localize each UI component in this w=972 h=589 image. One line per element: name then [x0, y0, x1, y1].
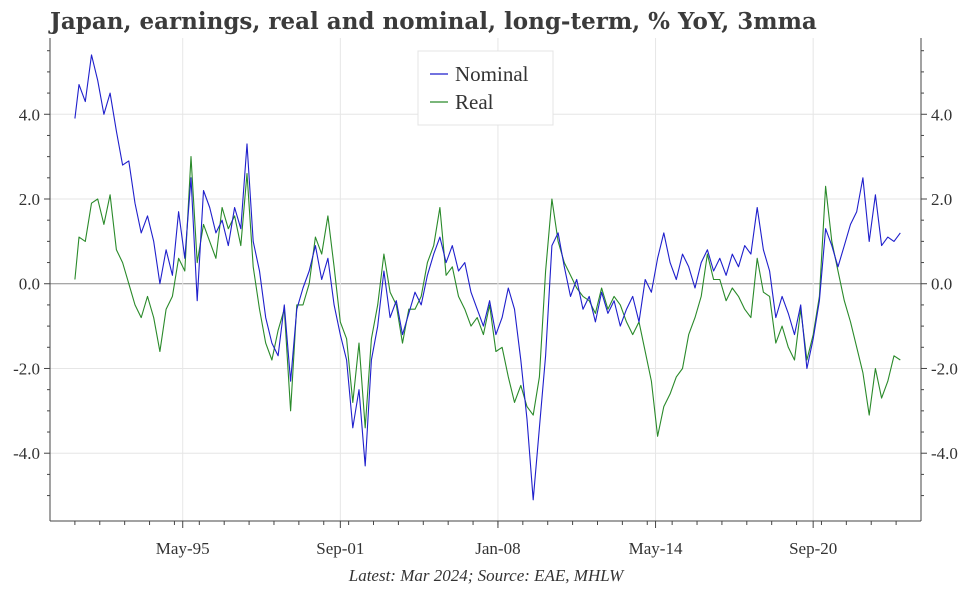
y-tick-label-right: 0.0 — [931, 275, 952, 294]
x-tick-label: Sep-01 — [316, 539, 364, 558]
series-line-nominal — [74, 54, 901, 501]
x-tick-label: May-14 — [629, 539, 683, 558]
y-tick-label-right: -4.0 — [931, 444, 958, 463]
x-tick-label: May-95 — [156, 539, 210, 558]
legend-label-nominal: Nominal — [455, 62, 529, 86]
y-tick-label-left: 2.0 — [19, 190, 40, 209]
x-tick-label: Sep-20 — [789, 539, 837, 558]
y-tick-label-right: -2.0 — [931, 359, 958, 378]
y-tick-label-left: -2.0 — [13, 359, 40, 378]
legend-box — [417, 50, 554, 126]
source-note: Latest: Mar 2024; Source: EAE, MHLW — [348, 566, 624, 585]
y-tick-label-left: 4.0 — [19, 105, 40, 124]
legend-label-real: Real — [455, 90, 494, 114]
y-tick-label-left: -4.0 — [13, 444, 40, 463]
series-lines — [74, 54, 901, 501]
series-line-real — [74, 156, 901, 437]
y-tick-label-left: 0.0 — [19, 275, 40, 294]
y-tick-label-right: 2.0 — [931, 190, 952, 209]
legend: Nominal Real — [417, 50, 554, 126]
axes: -4.0 -4.0 -2.0 -2.0 0.0 0.0 2.0 2.0 4.0 4.0 May-95… — [13, 38, 958, 558]
y-tick-label-right: 4.0 — [931, 105, 952, 124]
x-tick-label: Jan-08 — [475, 539, 520, 558]
chart-title: Japan, earnings, real and nominal, long-… — [50, 8, 817, 35]
